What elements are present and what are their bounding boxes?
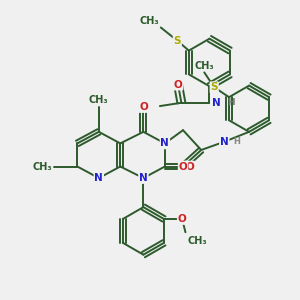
Text: CH₃: CH₃: [33, 161, 52, 172]
Text: H: H: [234, 137, 240, 146]
Text: N: N: [94, 173, 103, 183]
Text: S: S: [210, 82, 218, 92]
Text: N: N: [212, 98, 220, 108]
Text: N: N: [139, 173, 148, 183]
Text: S: S: [173, 36, 181, 46]
Text: CH₃: CH₃: [140, 16, 159, 26]
Text: O: O: [174, 80, 182, 90]
Text: N: N: [160, 138, 169, 148]
Text: O: O: [185, 161, 194, 172]
Text: CH₃: CH₃: [194, 61, 214, 71]
Text: CH₃: CH₃: [89, 95, 109, 105]
Text: O: O: [178, 161, 188, 172]
Text: O: O: [139, 102, 148, 112]
Text: N: N: [220, 137, 229, 147]
Text: CH₃: CH₃: [187, 236, 207, 245]
Text: O: O: [178, 214, 187, 224]
Text: H: H: [228, 98, 235, 107]
